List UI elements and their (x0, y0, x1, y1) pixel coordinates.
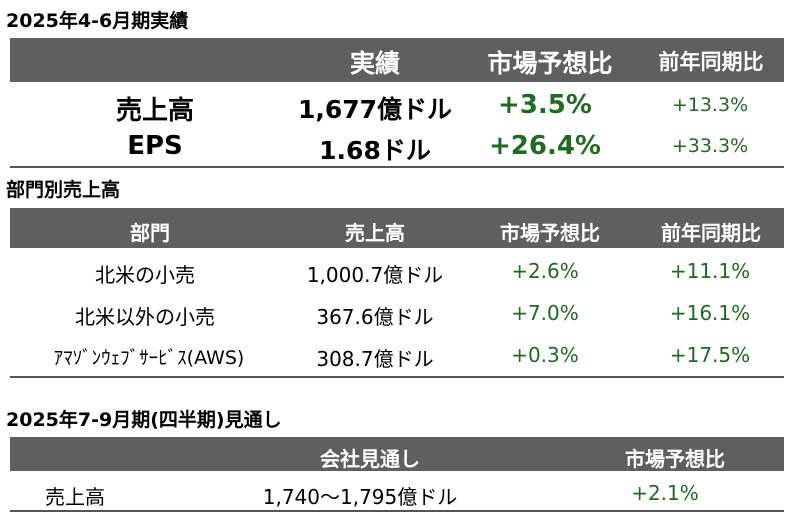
segment-name: 北米の小売 (95, 263, 195, 287)
segment-yoy: +16.1% (669, 301, 751, 325)
segment-revenue: 308.7億ドル (316, 347, 434, 371)
header-actual: 実績 (349, 49, 400, 78)
section2-header: 部門 売上高 市場予想比 前年同期比 (10, 208, 784, 248)
header-yoy: 前年同期比 (661, 221, 761, 245)
header-guidance: 会社見通し (320, 447, 420, 471)
row-consensus: +26.4% (489, 131, 601, 161)
row-actual: 1,677億ドル (297, 95, 453, 124)
row-yoy: +33.3% (671, 135, 749, 157)
header-consensus-ratio: 市場予想比 (487, 49, 613, 78)
segment-yoy: +17.5% (669, 343, 751, 367)
section2-bottom-rule (10, 376, 784, 378)
row-actual: 1.68ドル (319, 136, 431, 165)
row-yoy: +13.3% (671, 94, 749, 116)
header-revenue: 売上高 (345, 221, 405, 245)
section1-title: 2025年4-6月期実績 (6, 10, 189, 32)
segment-name: ｱﾏｿﾞﾝｳｪﾌﾞｻｰﾋﾞｽ(AWS) (53, 347, 245, 369)
section3-header: 会社見通し 市場予想比 (10, 437, 784, 471)
outlook-consensus: +2.1% (631, 481, 699, 505)
outlook-label: 売上高 (45, 485, 105, 509)
section2-title: 部門別売上高 (6, 179, 121, 201)
segment-consensus: +0.3% (511, 343, 579, 367)
row-consensus: +3.5% (498, 90, 592, 120)
header-consensus-ratio: 市場予想比 (625, 447, 725, 471)
section3-bottom-rule (10, 510, 784, 512)
section1-header: 実績 市場予想比 前年同期比 (10, 38, 784, 82)
header-consensus-ratio: 市場予想比 (500, 221, 600, 245)
segment-revenue: 367.6億ドル (316, 305, 434, 329)
row-label: 売上高 (115, 96, 194, 126)
row-label: EPS (127, 131, 183, 161)
segment-consensus: +2.6% (511, 259, 579, 283)
segment-name: 北米以外の小売 (75, 305, 215, 329)
outlook-guidance: 1,740～1,795億ドル (262, 485, 458, 509)
header-yoy: 前年同期比 (658, 50, 764, 74)
segment-yoy: +11.1% (669, 259, 751, 283)
segment-revenue: 1,000.7億ドル (306, 263, 444, 287)
header-segment: 部門 (130, 221, 170, 245)
section1-bottom-rule (10, 166, 784, 168)
section3-title: 2025年7-9月期(四半期)見通し (6, 409, 282, 431)
segment-consensus: +7.0% (511, 301, 579, 325)
